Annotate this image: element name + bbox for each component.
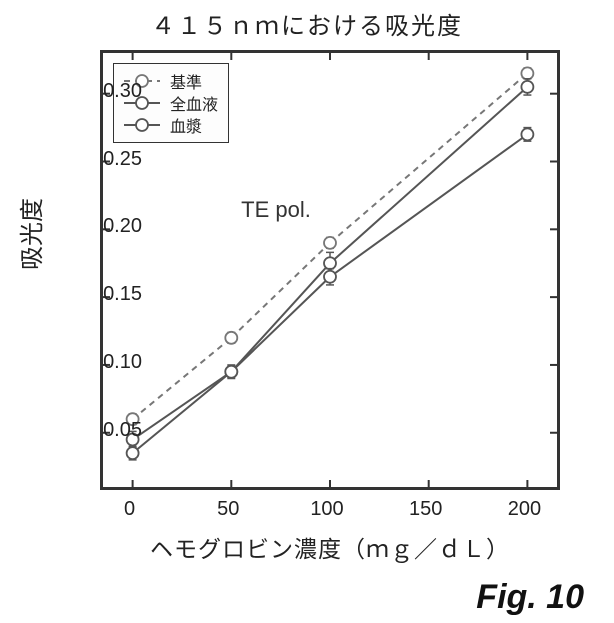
- x-tick-label: 100: [310, 498, 343, 521]
- legend-item: 血漿: [122, 114, 218, 136]
- legend: 基準全血液血漿: [113, 63, 229, 143]
- figure-caption: Fig. 10: [476, 578, 584, 617]
- chart-title: ４１５ｎｍにおける吸光度: [0, 6, 614, 41]
- y-tick-label: 0.15: [82, 283, 142, 306]
- y-tick-label: 0.30: [82, 80, 142, 103]
- y-tick-label: 0.20: [82, 215, 142, 238]
- page: { "title": "４１５ｎｍにおける吸光度", "xlabel": "ヘモ…: [0, 0, 614, 623]
- legend-marker-icon: [122, 115, 162, 135]
- y-axis-label: 吸光度: [12, 198, 47, 270]
- x-tick-label: 0: [124, 498, 135, 521]
- x-tick-label: 200: [508, 498, 541, 521]
- x-tick-label: 50: [217, 498, 239, 521]
- legend-label: 基準: [170, 69, 202, 93]
- annotation-label: TE pol.: [241, 197, 311, 223]
- x-tick-label: 150: [409, 498, 442, 521]
- legend-label: 全血液: [170, 91, 218, 115]
- plot-area: 基準全血液血漿 TE pol.: [100, 50, 560, 490]
- y-tick-label: 0.10: [82, 351, 142, 374]
- x-axis-label: ヘモグロビン濃度（ｍｇ／ｄＬ）: [100, 530, 560, 564]
- legend-label: 血漿: [170, 113, 202, 137]
- y-tick-label: 0.25: [82, 148, 142, 171]
- y-tick-label: 0.05: [82, 419, 142, 442]
